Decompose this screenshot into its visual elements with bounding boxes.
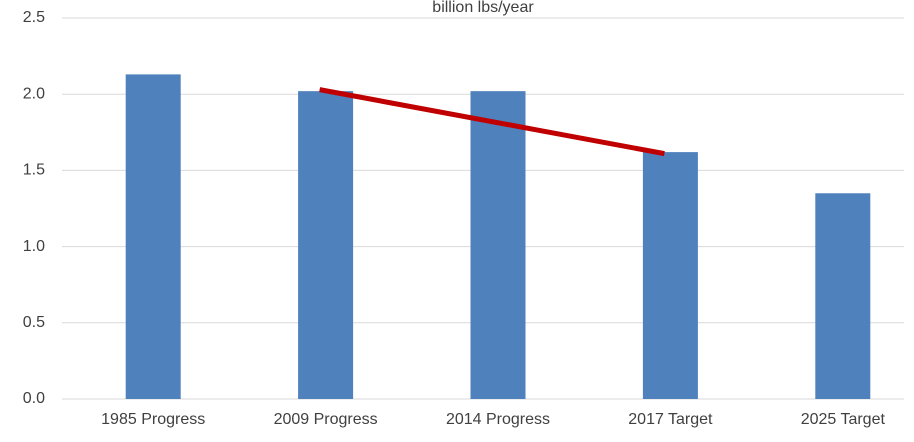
x-tick-label: 2017 Target — [628, 411, 713, 428]
y-tick-label: 1.0 — [23, 238, 45, 255]
y-tick-label: 0.0 — [23, 390, 45, 407]
bar — [815, 193, 871, 399]
x-tick-label: 1985 Progress — [101, 411, 205, 428]
y-tick-label: 0.5 — [23, 314, 45, 331]
bar — [470, 91, 526, 399]
y-tick-label: 2.0 — [23, 85, 45, 102]
x-tick-label: 2009 Progress — [274, 411, 378, 428]
bar — [642, 152, 698, 399]
y-tick-label: 1.5 — [23, 162, 45, 179]
x-tick-label: 2025 Target — [801, 411, 886, 428]
x-tick-label: 2014 Progress — [446, 411, 550, 428]
bar — [298, 91, 354, 399]
y-tick-label: 2.5 — [23, 9, 45, 26]
trend-line — [319, 87, 665, 157]
chart-title: billion lbs/year — [432, 0, 534, 16]
bar — [125, 74, 181, 399]
